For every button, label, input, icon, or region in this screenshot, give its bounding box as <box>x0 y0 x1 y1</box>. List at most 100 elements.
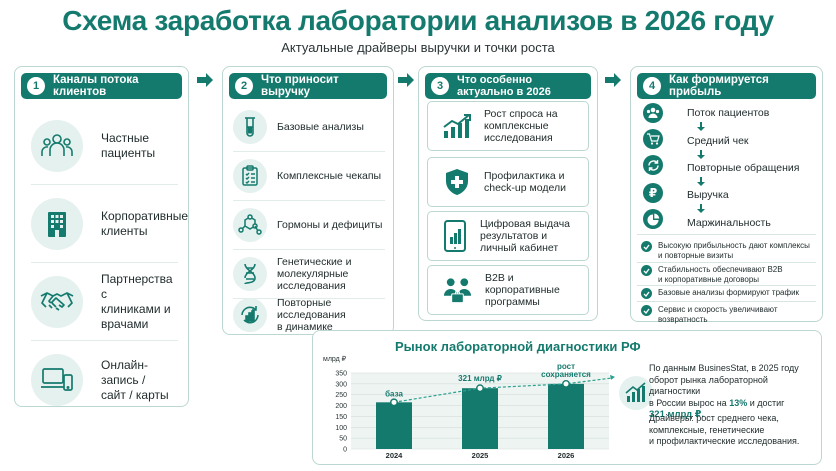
market-text-line: Драйверы: рост среднего чека, <box>649 413 779 423</box>
data-label: 321 млрд ₽ <box>458 374 502 383</box>
market-text-line: в России вырос на <box>649 397 730 408</box>
page-title: Схема заработка лаборатории анализов в 2… <box>62 5 774 36</box>
channel-label-1: Частные <box>101 130 150 145</box>
revenue-item: Гормоны и дефициты <box>233 201 385 250</box>
revenue-label: Комплексные чекапы <box>277 170 382 182</box>
y-tick-label: 50 <box>339 436 347 443</box>
repeat-chart-icon <box>233 298 267 332</box>
data-point <box>562 379 570 388</box>
market-chart: млрд ₽ 0 50 100 150 200 250 300 350 2024 2025 2026 б… <box>323 355 615 460</box>
divider <box>637 285 816 286</box>
people-group-icon <box>31 119 83 172</box>
trend-label: исследования <box>484 132 553 144</box>
trend-label: Рост спроса на <box>484 108 558 120</box>
x-tick-label: 2024 <box>386 451 404 460</box>
shield-cross-icon <box>446 169 468 195</box>
profit-bullet: Высокую прибыльность дают комплексы и пов… <box>641 241 816 261</box>
channel-item: Частные пациенты <box>31 107 178 185</box>
x-tick-label: 2025 <box>472 451 489 460</box>
y-tick-label: 350 <box>335 371 347 378</box>
growth-chart-icon <box>619 376 653 410</box>
market-panel: Рынок лабораторной диагностики РФ млрд ₽… <box>312 330 822 465</box>
trend-card: Профилактика и check-up модели <box>427 157 589 207</box>
trend-arrowhead <box>610 374 615 380</box>
market-text-line: По данным BusinesStat, в 2025 году <box>649 363 799 373</box>
profit-panel: 4 Как формируется прибыль Поток пациенто… <box>630 66 823 325</box>
cart-icon <box>643 129 663 149</box>
y-tick-label: 250 <box>335 392 347 399</box>
arrow-right-icon <box>197 73 213 87</box>
channel-label-2: клиенты <box>101 223 148 238</box>
trends-panel: 3 Что особенно актуально в 2026 Рост спр… <box>418 66 598 321</box>
y-axis-label: млрд ₽ <box>323 355 347 363</box>
bullet-text: Сервис и скорость увеличивают возвратнос… <box>658 305 778 324</box>
trend-line <box>393 377 614 403</box>
arrow-down-icon <box>697 177 705 186</box>
bullet-text: Стабильность обеспечивают B2B <box>658 265 783 274</box>
flow-label: Повторные обращения <box>687 162 800 174</box>
market-volume: 321 млрд ₽. <box>649 409 705 420</box>
bar-2025 <box>462 388 498 449</box>
arrow-right-icon <box>398 73 414 87</box>
y-tick-label: 0 <box>343 447 347 454</box>
check-icon <box>641 265 652 276</box>
test-tube-icon <box>233 110 267 144</box>
trend-label: комплексные <box>484 120 549 132</box>
divider <box>637 301 816 302</box>
trend-label: Профилактика и <box>484 170 565 182</box>
page-subtitle: Актуальные драйверы выручки и точки рост… <box>281 40 555 55</box>
channel-item: Онлайн-запись / сайт / карты <box>31 341 178 419</box>
arrow-right-icon <box>605 73 621 87</box>
market-drivers: Драйверы: рост среднего чека, комплексны… <box>649 413 799 448</box>
revenue-item: Базовые анализы <box>233 103 385 152</box>
revenue-label: Базовые анализы <box>277 121 364 133</box>
revenue-label: Генетические и <box>277 256 352 268</box>
bullet-text: Базовые анализы формируют трафик <box>658 288 800 297</box>
channel-label-2: пациенты <box>101 145 156 160</box>
market-growth-percent: 13% <box>729 397 748 408</box>
check-icon <box>641 241 652 252</box>
step-number: 4 <box>643 77 661 95</box>
trend-card: B2B и корпоративные программы <box>427 265 589 315</box>
data-label: рост <box>557 362 575 371</box>
channel-item: Партнерства с клиниками и врачами <box>31 263 178 341</box>
refresh-icon <box>643 155 663 175</box>
growth-chart-icon <box>443 114 471 138</box>
revenue-title: Что приносит выручку <box>261 74 339 98</box>
flow-label: Поток пациентов <box>687 107 770 119</box>
data-label: база <box>385 389 403 398</box>
revenue-label: Гормоны и дефициты <box>277 219 383 231</box>
check-icon <box>641 288 652 299</box>
channels-panel: 1 Каналы потока клиентов Частные пациенты… <box>14 66 189 407</box>
check-icon <box>641 305 652 316</box>
ruble-icon: ₽ <box>643 183 663 203</box>
trends-title: Что особенно актуально в 2026 <box>457 74 551 98</box>
y-tick-label: 100 <box>335 425 347 432</box>
devices-icon <box>31 354 83 406</box>
building-icon <box>31 197 83 250</box>
profit-bullet: Сервис и скорость увеличивают возвратнос… <box>641 305 816 325</box>
market-text-line: и профилактические исследования. <box>649 436 800 446</box>
step-number: 2 <box>235 77 253 95</box>
divider <box>637 234 816 235</box>
channels-header: 1 Каналы потока клиентов <box>21 73 182 99</box>
market-text-line: оборот рынка лабораторной диагностики <box>649 374 768 397</box>
bullet-text: и корпоративные договоры <box>658 275 760 284</box>
channel-label-1: Партнерства с <box>101 271 173 301</box>
dna-icon <box>233 257 267 291</box>
handshake-icon <box>31 275 83 328</box>
business-people-icon <box>443 278 472 304</box>
channel-label-1: Корпоративные <box>101 208 189 223</box>
people-icon <box>643 103 663 123</box>
trend-label: результатов и <box>480 230 548 242</box>
y-tick-label: 150 <box>335 414 347 421</box>
channel-label-2: сайт / карты <box>101 387 169 402</box>
trends-header: 3 Что особенно актуально в 2026 <box>425 73 591 99</box>
trend-card: Цифровая выдача результатов и личный кабин… <box>427 211 589 261</box>
bullet-text: Высокую прибыльность дают комплексы <box>658 241 810 250</box>
profit-bullet: Стабильность обеспечивают B2B и корпорати… <box>641 265 816 285</box>
trend-card: Рост спроса на комплексные исследования <box>427 101 589 151</box>
trend-label: программы <box>484 296 540 308</box>
revenue-label: молекулярные <box>277 268 349 280</box>
bar-2024 <box>376 402 412 449</box>
